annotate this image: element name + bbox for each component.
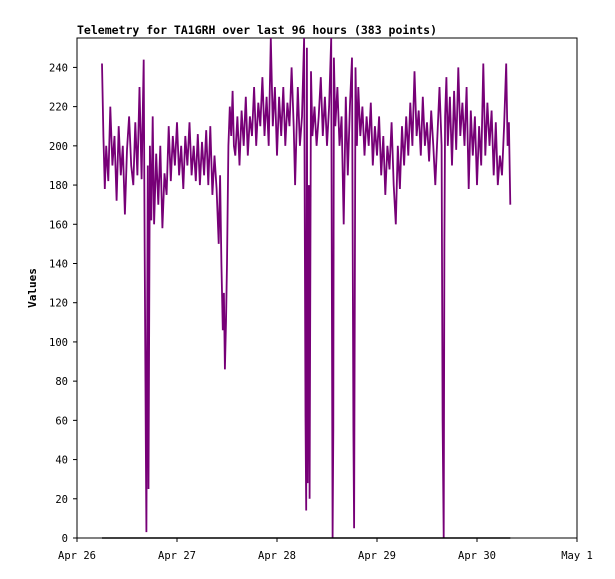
x-tick-label: Apr 29 xyxy=(358,550,396,562)
plot-frame xyxy=(76,37,578,539)
telemetry-line xyxy=(101,37,512,539)
y-tick-label: 20 xyxy=(55,494,68,506)
x-tick-label: Apr 27 xyxy=(158,550,196,562)
y-tick-label: 60 xyxy=(55,415,68,427)
y-tick-label: 80 xyxy=(55,376,68,388)
y-tick-label: 100 xyxy=(49,337,68,349)
x-tick-label: Apr 26 xyxy=(58,550,96,562)
y-tick-label: 0 xyxy=(62,533,68,545)
x-tick-label: Apr 28 xyxy=(258,550,296,562)
x-tick-label: May 1 xyxy=(561,550,593,562)
x-axis: Apr 26 Apr 27 Apr 28 Apr 29 Apr 30 May 1 xyxy=(58,538,593,562)
y-axis: 0 20 40 60 80 100 120 140 160 180 200 220 240 xyxy=(49,62,77,545)
chart-title: Telemetry for TA1GRH over last 96 hours … xyxy=(77,23,437,37)
y-tick-label: 240 xyxy=(49,62,68,74)
y-axis-label: Values xyxy=(26,268,39,308)
y-tick-label: 120 xyxy=(49,298,68,310)
y-tick-label: 220 xyxy=(49,102,68,114)
y-tick-label: 160 xyxy=(49,219,68,231)
x-tick-label: Apr 30 xyxy=(458,550,496,562)
series-layer xyxy=(101,37,512,539)
y-tick-label: 140 xyxy=(49,258,68,270)
y-tick-label: 180 xyxy=(49,180,68,192)
y-tick-label: 200 xyxy=(49,141,68,153)
y-tick-label: 40 xyxy=(55,455,68,467)
